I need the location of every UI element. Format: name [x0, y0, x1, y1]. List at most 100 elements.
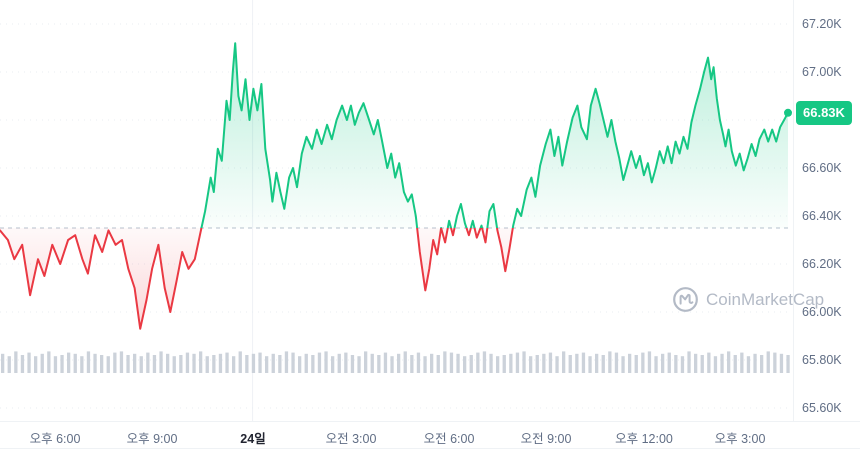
- volume-bar: [238, 351, 242, 373]
- volume-bar: [740, 352, 744, 373]
- x-axis-label: 오후 3:00: [714, 432, 766, 446]
- volume-bar: [555, 356, 559, 373]
- volume-bar: [641, 352, 645, 373]
- volume-bar: [113, 352, 117, 373]
- volume-bar: [80, 356, 84, 373]
- volume-bar: [126, 355, 130, 373]
- volume-bar: [456, 353, 460, 373]
- volume-bar: [166, 353, 170, 373]
- volume-bar: [172, 356, 176, 373]
- volume-bar: [93, 353, 97, 373]
- volume-bar: [284, 351, 289, 373]
- volume-bar: [522, 351, 526, 373]
- volume-bar: [106, 356, 110, 373]
- volume-bar: [779, 353, 784, 373]
- volume-bar: [654, 356, 658, 373]
- volume-bar: [139, 356, 143, 373]
- volume-bar: [489, 353, 493, 373]
- volume-bar: [199, 351, 203, 373]
- volume-bar: [47, 351, 51, 373]
- volume-bar: [674, 355, 678, 373]
- volume-bar: [733, 355, 737, 373]
- volume-bar: [357, 356, 361, 373]
- volume-bar: [159, 351, 163, 373]
- y-axis-label: 65.60K: [802, 401, 842, 415]
- volume-bar: [1, 353, 5, 373]
- volume-bar: [146, 352, 150, 373]
- volume-bar: [73, 353, 77, 373]
- coinmarketcap-watermark-text: CoinMarketCap: [706, 289, 825, 309]
- volume-bar: [423, 356, 427, 373]
- volume-bar: [225, 352, 229, 373]
- volume-bar: [7, 356, 11, 373]
- x-axis-label: 오후 9:00: [126, 432, 178, 446]
- y-axis-label: 65.80K: [802, 353, 842, 367]
- volume-bar: [317, 352, 322, 373]
- volume-bar: [753, 353, 757, 373]
- volume-bar: [700, 355, 704, 373]
- volume-bar: [667, 352, 671, 373]
- volume-bar: [542, 353, 546, 373]
- volume-bar: [588, 356, 592, 373]
- volume-bar: [205, 356, 209, 373]
- volume-bar: [218, 353, 223, 373]
- volume-bar: [515, 352, 520, 373]
- volume-bar: [152, 355, 157, 373]
- volume-bar: [179, 355, 183, 373]
- volume-bar: [34, 356, 38, 373]
- volume-bar: [67, 352, 71, 373]
- volume-bar: [595, 353, 599, 373]
- volume-bar: [265, 356, 269, 373]
- y-axis-label: 67.20K: [802, 17, 842, 31]
- price-line-chart[interactable]: [0, 0, 792, 421]
- volume-bar: [562, 351, 566, 373]
- volume-bar: [232, 356, 236, 373]
- volume-bar: [344, 352, 348, 373]
- volume-bar: [271, 353, 275, 373]
- volume-bar: [350, 355, 355, 373]
- y-axis-label: 67.00K: [802, 65, 842, 79]
- volume-bar: [601, 355, 605, 373]
- volume-bar: [687, 351, 691, 373]
- volume-bar: [86, 351, 91, 373]
- volume-bar: [502, 355, 506, 373]
- volume-bar: [680, 356, 685, 373]
- volume-bar: [608, 351, 612, 373]
- volume-bar: [119, 351, 124, 373]
- volume-bar: [509, 353, 513, 373]
- volume-bar: [647, 351, 652, 373]
- volume-bar: [766, 351, 770, 373]
- volume-bar: [469, 355, 473, 373]
- volume-bar: [403, 351, 407, 373]
- volume-bar: [311, 355, 315, 373]
- volume-bar: [581, 352, 586, 373]
- y-axis: 67.20K67.00K66.80K66.60K66.40K66.20K66.0…: [793, 0, 860, 421]
- x-axis-label: 오후 12:00: [615, 432, 673, 446]
- volume-bar: [383, 352, 388, 373]
- volume-bar: [443, 351, 447, 373]
- volume-bar: [258, 352, 262, 373]
- volume-bar: [337, 353, 341, 373]
- volume-bar: [694, 353, 698, 373]
- current-price-badge: 66.83K: [796, 101, 852, 125]
- y-axis-label: 66.00K: [802, 305, 842, 319]
- volume-bar: [410, 355, 414, 373]
- last-price-dot: [784, 108, 792, 117]
- volume-bar: [390, 356, 394, 373]
- volume-bar: [40, 353, 44, 373]
- volume-bar: [614, 352, 619, 373]
- volume-bar: [482, 351, 487, 373]
- volume-bar: [291, 352, 295, 373]
- volume-bar: [278, 355, 282, 373]
- volume-bar: [416, 352, 421, 373]
- y-axis-label: 66.20K: [802, 257, 842, 271]
- volume-bar: [370, 353, 374, 373]
- x-axis-label: 오전 9:00: [520, 432, 572, 446]
- x-axis-label: 오전 6:00: [423, 432, 475, 446]
- volume-bar: [449, 352, 454, 373]
- volume-bar: [535, 355, 539, 373]
- volume-bar: [304, 353, 308, 373]
- volume-bar: [727, 351, 731, 373]
- volume-bar: [377, 355, 381, 373]
- volume-bar: [298, 356, 302, 373]
